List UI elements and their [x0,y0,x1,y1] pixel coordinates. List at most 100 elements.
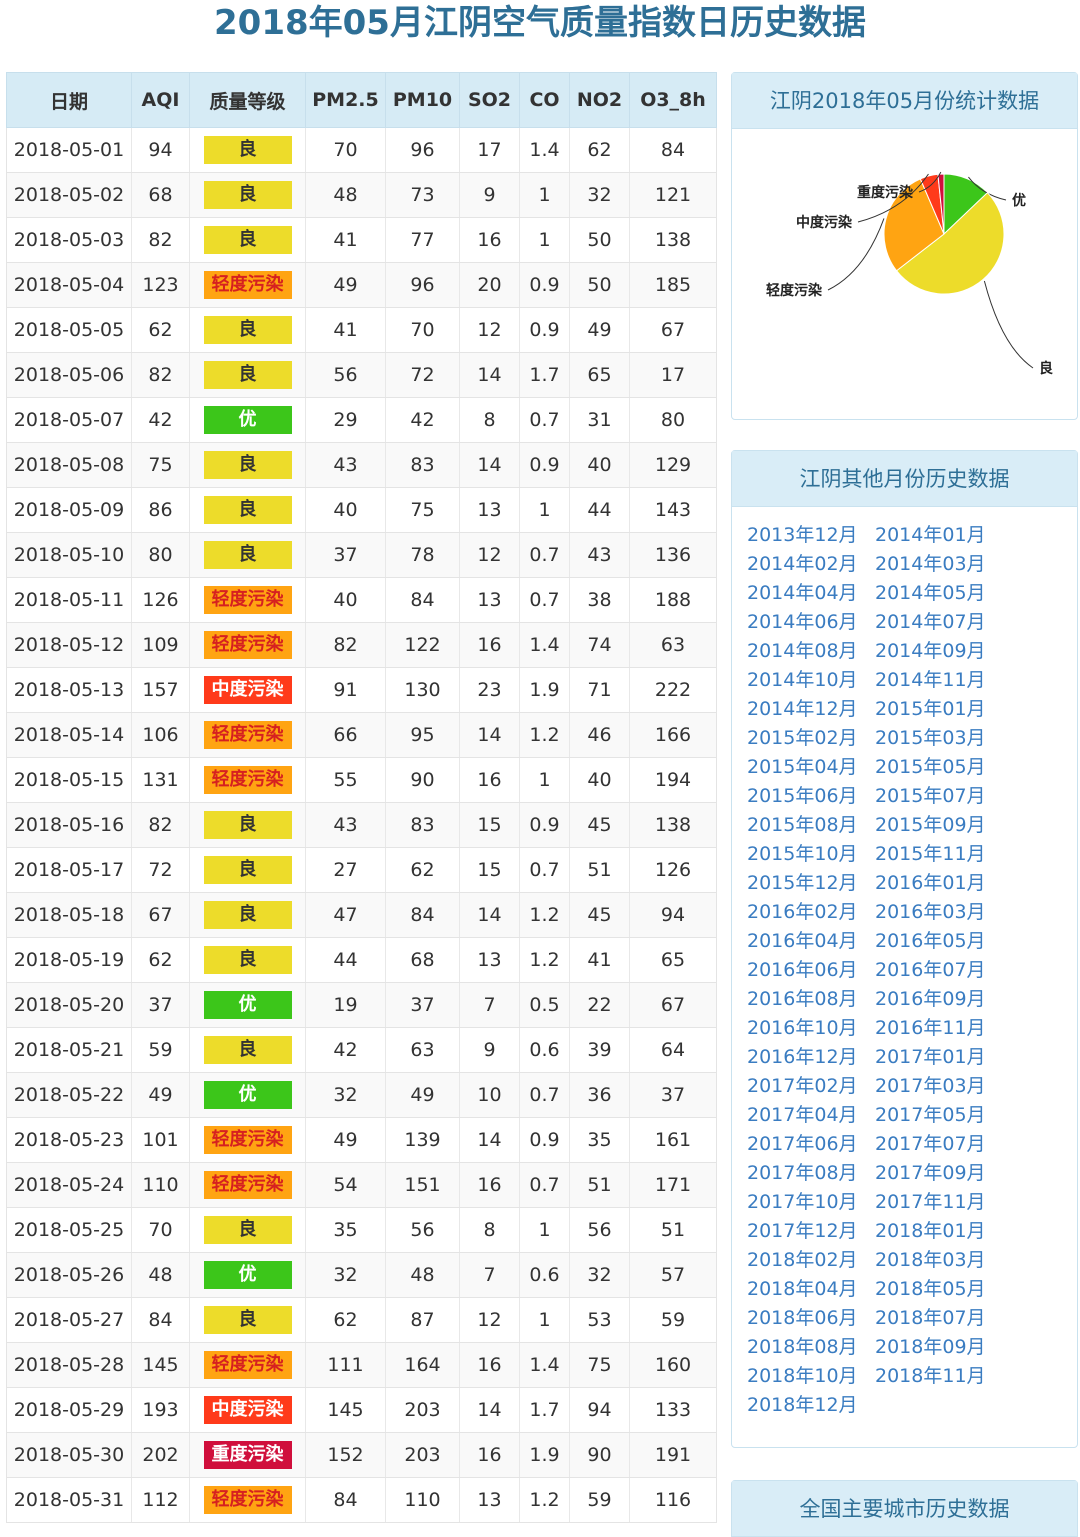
so2-cell: 7 [459,1252,520,1298]
month-link[interactable]: 2016年01月 [875,872,986,894]
month-link[interactable]: 2017年04月 [747,1104,858,1126]
quality-level-cell: 良 [189,217,306,263]
month-link[interactable]: 2018年01月 [875,1220,986,1242]
pm25-cell: 48 [305,172,386,218]
month-link[interactable]: 2018年10月 [747,1365,858,1387]
month-link[interactable]: 2017年07月 [875,1133,986,1155]
month-link[interactable]: 2013年12月 [747,524,858,546]
month-link[interactable]: 2015年12月 [747,872,858,894]
pie-slice[interactable] [937,173,945,235]
month-link[interactable]: 2015年01月 [875,698,986,720]
pm25-cell: 27 [305,847,386,893]
aqi-cell: 80 [131,532,190,578]
month-link[interactable]: 2015年09月 [875,814,986,836]
month-link[interactable]: 2017年10月 [747,1191,858,1213]
aqi-cell: 84 [131,1297,190,1343]
no2-cell: 65 [569,352,630,398]
table-row: 2018-05-14 106 轻度污染 66 95 14 1.2 46 166 [6,712,717,758]
month-link[interactable]: 2016年04月 [747,930,858,952]
quality-level-badge: 优 [203,991,292,1019]
date-cell: 2018-05-07 [6,397,132,443]
quality-level-badge: 优 [203,1081,292,1109]
pm10-cell: 83 [385,442,460,488]
pie-slice[interactable] [895,191,1005,295]
table-row: 2018-05-06 82 良 56 72 14 1.7 65 17 [6,352,717,398]
month-link[interactable]: 2017年12月 [747,1220,858,1242]
table-row: 2018-05-23 101 轻度污染 49 139 14 0.9 35 161 [6,1117,717,1163]
month-link[interactable]: 2014年04月 [747,582,858,604]
month-link[interactable]: 2018年05月 [875,1278,986,1300]
month-link[interactable]: 2015年11月 [875,843,986,865]
month-link[interactable]: 2016年05月 [875,930,986,952]
date-cell: 2018-05-02 [6,172,132,218]
month-link[interactable]: 2015年02月 [747,727,858,749]
month-link[interactable]: 2018年08月 [747,1336,858,1358]
month-link[interactable]: 2018年02月 [747,1249,858,1271]
quality-level-badge: 轻度污染 [203,1351,292,1379]
month-link[interactable]: 2016年03月 [875,901,986,923]
table-row: 2018-05-16 82 良 43 83 15 0.9 45 138 [6,802,717,848]
month-link[interactable]: 2016年06月 [747,959,858,981]
month-link[interactable]: 2016年07月 [875,959,986,981]
month-link[interactable]: 2018年03月 [875,1249,986,1271]
month-link[interactable]: 2018年04月 [747,1278,858,1300]
month-link[interactable]: 2018年12月 [747,1394,858,1416]
month-link[interactable]: 2014年11月 [875,669,986,691]
date-cell: 2018-05-17 [6,847,132,893]
month-link[interactable]: 2015年08月 [747,814,858,836]
month-link[interactable]: 2014年01月 [875,524,986,546]
month-link[interactable]: 2017年03月 [875,1075,986,1097]
month-link[interactable]: 2015年06月 [747,785,858,807]
month-link[interactable]: 2018年09月 [875,1336,986,1358]
month-link[interactable]: 2014年09月 [875,640,986,662]
so2-cell: 14 [459,1387,520,1433]
month-link[interactable]: 2014年08月 [747,640,858,662]
month-link[interactable]: 2016年02月 [747,901,858,923]
so2-cell: 12 [459,307,520,353]
quality-level-cell: 轻度污染 [189,622,306,668]
month-link[interactable]: 2017年02月 [747,1075,858,1097]
month-link[interactable]: 2014年06月 [747,611,858,633]
pm25-cell: 43 [305,442,386,488]
month-link[interactable]: 2018年06月 [747,1307,858,1329]
month-link[interactable]: 2014年02月 [747,553,858,575]
o3-cell: 63 [629,622,717,668]
pm25-cell: 47 [305,892,386,938]
date-cell: 2018-05-20 [6,982,132,1028]
month-link[interactable]: 2017年11月 [875,1191,986,1213]
month-link[interactable]: 2015年04月 [747,756,858,778]
month-link[interactable]: 2015年07月 [875,785,986,807]
co-cell: 1.2 [519,712,570,758]
month-link[interactable]: 2014年07月 [875,611,986,633]
month-link[interactable]: 2014年10月 [747,669,858,691]
pm25-cell: 152 [305,1432,386,1478]
column-header: CO [519,72,570,128]
month-link[interactable]: 2016年09月 [875,988,986,1010]
month-link[interactable]: 2017年01月 [875,1046,986,1068]
month-link[interactable]: 2018年11月 [875,1365,986,1387]
date-cell: 2018-05-14 [6,712,132,758]
month-link[interactable]: 2015年10月 [747,843,858,865]
month-link[interactable]: 2018年07月 [875,1307,986,1329]
aqi-cell: 86 [131,487,190,533]
month-link[interactable]: 2017年06月 [747,1133,858,1155]
table-row: 2018-05-02 68 良 48 73 9 1 32 121 [6,172,717,218]
month-link[interactable]: 2015年03月 [875,727,986,749]
month-link[interactable]: 2017年09月 [875,1162,986,1184]
month-link[interactable]: 2016年11月 [875,1017,986,1039]
co-cell: 0.9 [519,262,570,308]
month-link[interactable]: 2014年05月 [875,582,986,604]
pm10-cell: 164 [385,1342,460,1388]
month-link[interactable]: 2014年12月 [747,698,858,720]
date-cell: 2018-05-16 [6,802,132,848]
date-cell: 2018-05-27 [6,1297,132,1343]
month-link[interactable]: 2016年12月 [747,1046,858,1068]
month-link[interactable]: 2015年05月 [875,756,986,778]
month-link[interactable]: 2016年10月 [747,1017,858,1039]
pie-slice[interactable] [883,178,945,272]
month-link[interactable]: 2017年08月 [747,1162,858,1184]
month-link[interactable]: 2017年05月 [875,1104,986,1126]
month-link[interactable]: 2014年03月 [875,553,986,575]
month-link[interactable]: 2016年08月 [747,988,858,1010]
co-cell: 0.5 [519,982,570,1028]
